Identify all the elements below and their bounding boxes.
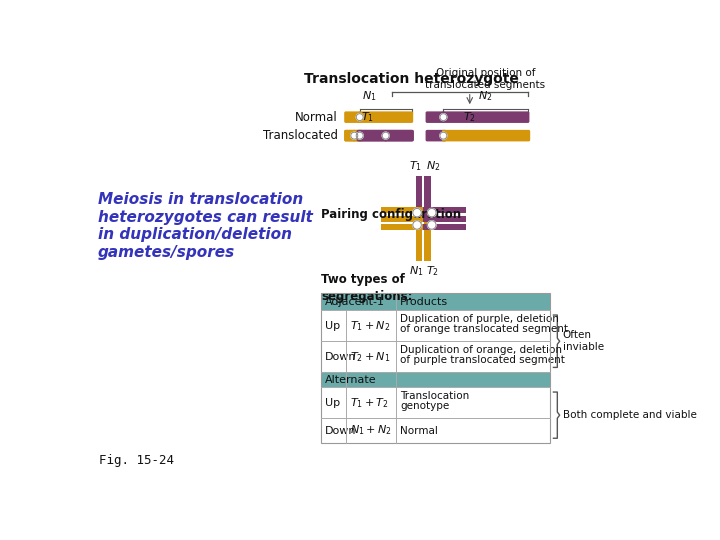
FancyBboxPatch shape — [442, 111, 529, 123]
Text: Up: Up — [325, 321, 340, 331]
Bar — [424, 177, 431, 219]
Bar — [381, 224, 423, 231]
FancyBboxPatch shape — [344, 130, 356, 141]
Circle shape — [428, 221, 436, 229]
Bar — [423, 224, 466, 231]
Text: Often
inviable: Often inviable — [563, 330, 604, 353]
Text: $T_1 + T_2$: $T_1 + T_2$ — [350, 396, 388, 410]
Circle shape — [351, 132, 358, 139]
Text: of orange translocated segment: of orange translocated segment — [400, 325, 568, 334]
Bar — [381, 215, 423, 222]
Text: $N_2$: $N_2$ — [426, 160, 440, 173]
Text: $N_1$: $N_1$ — [409, 264, 423, 278]
Text: Original position of
translocated segments: Original position of translocated segmen… — [426, 68, 545, 90]
Text: Meiosis in translocation: Meiosis in translocation — [98, 192, 303, 207]
Text: $T_1$: $T_1$ — [361, 110, 374, 124]
Circle shape — [440, 114, 447, 120]
Bar — [423, 215, 466, 222]
Text: Translocation: Translocation — [400, 392, 469, 401]
FancyBboxPatch shape — [384, 130, 413, 141]
Text: $T_2$: $T_2$ — [426, 264, 439, 278]
Text: gametes/spores: gametes/spores — [98, 245, 235, 260]
Text: Duplication of purple, deletion: Duplication of purple, deletion — [400, 314, 559, 325]
Text: Translocated: Translocated — [263, 129, 338, 142]
FancyBboxPatch shape — [442, 130, 530, 141]
Circle shape — [356, 132, 363, 139]
FancyBboxPatch shape — [344, 111, 361, 123]
FancyBboxPatch shape — [358, 111, 413, 123]
FancyBboxPatch shape — [426, 130, 446, 141]
Text: of purple translocated segment: of purple translocated segment — [400, 355, 565, 365]
Text: Alternate: Alternate — [325, 375, 377, 384]
FancyBboxPatch shape — [353, 130, 361, 141]
Bar — [416, 219, 422, 261]
Text: $N_1 + N_2$: $N_1 + N_2$ — [350, 424, 392, 437]
Text: Down: Down — [325, 426, 356, 436]
Text: Down: Down — [325, 352, 356, 362]
Text: Products: Products — [400, 297, 448, 307]
Text: Translocation heterozygote: Translocation heterozygote — [304, 72, 519, 86]
FancyBboxPatch shape — [344, 130, 363, 141]
FancyBboxPatch shape — [356, 130, 414, 141]
Bar — [423, 207, 466, 213]
Circle shape — [413, 221, 421, 229]
Text: $T_2 + N_1$: $T_2 + N_1$ — [350, 350, 390, 363]
Bar — [321, 294, 549, 443]
FancyBboxPatch shape — [426, 111, 445, 123]
Bar — [321, 372, 549, 387]
Bar — [416, 177, 422, 219]
Bar — [424, 219, 431, 261]
Bar — [321, 294, 549, 310]
Text: $N_2$: $N_2$ — [478, 90, 492, 103]
Circle shape — [440, 132, 447, 139]
Text: Pairing configuration: Pairing configuration — [321, 208, 461, 221]
Text: $T_2$: $T_2$ — [463, 110, 476, 124]
Text: heterozygotes can result: heterozygotes can result — [98, 210, 312, 225]
Text: Adjacent-1: Adjacent-1 — [325, 297, 384, 307]
Circle shape — [382, 132, 389, 139]
Text: Fig. 15-24: Fig. 15-24 — [99, 454, 174, 467]
Text: Normal: Normal — [400, 426, 438, 436]
Circle shape — [428, 208, 436, 217]
Text: in duplication/deletion: in duplication/deletion — [98, 227, 292, 242]
Circle shape — [413, 208, 421, 217]
Text: Both complete and viable: Both complete and viable — [563, 410, 697, 420]
Text: Normal: Normal — [295, 111, 338, 124]
Text: $T_1 + N_2$: $T_1 + N_2$ — [350, 319, 390, 333]
FancyBboxPatch shape — [358, 130, 387, 141]
Circle shape — [356, 114, 363, 120]
Text: Two types of
segregations:: Two types of segregations: — [321, 273, 413, 303]
Text: Up: Up — [325, 398, 340, 408]
Text: Duplication of orange, deletion: Duplication of orange, deletion — [400, 345, 562, 355]
Text: $N_1$: $N_1$ — [361, 90, 377, 103]
Bar — [381, 207, 423, 213]
Text: genotype: genotype — [400, 401, 449, 411]
Text: $T_1$: $T_1$ — [410, 160, 423, 173]
